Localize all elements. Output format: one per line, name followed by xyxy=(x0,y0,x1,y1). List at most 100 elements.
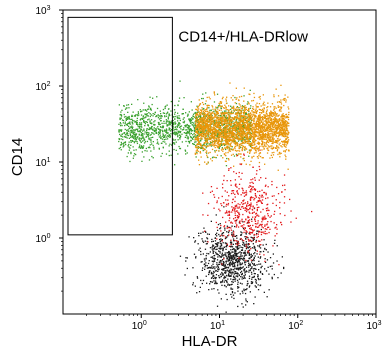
data-point xyxy=(224,252,226,254)
data-point xyxy=(195,138,197,140)
data-point xyxy=(212,131,214,133)
data-point xyxy=(230,127,232,129)
data-point xyxy=(231,139,233,141)
data-point xyxy=(206,141,208,143)
data-point xyxy=(250,123,252,125)
data-point xyxy=(225,120,227,122)
data-point xyxy=(230,118,233,121)
data-point xyxy=(228,144,230,146)
data-point xyxy=(136,121,138,124)
data-point xyxy=(223,107,226,109)
data-point xyxy=(167,111,169,113)
data-point xyxy=(172,125,174,128)
data-point xyxy=(244,116,246,118)
data-point xyxy=(205,135,208,138)
data-point xyxy=(226,260,228,262)
data-point xyxy=(231,245,233,247)
data-point xyxy=(127,116,129,118)
data-point xyxy=(217,269,220,271)
data-point xyxy=(267,266,269,268)
data-point xyxy=(240,110,242,112)
data-point xyxy=(151,143,153,145)
data-point xyxy=(212,117,214,119)
data-point xyxy=(169,128,171,130)
data-point xyxy=(210,117,212,119)
data-point xyxy=(225,260,227,262)
data-point xyxy=(239,118,242,120)
data-point xyxy=(240,95,243,98)
data-point xyxy=(258,148,260,150)
data-point xyxy=(240,124,242,127)
data-point xyxy=(219,260,222,262)
data-point xyxy=(253,128,255,131)
data-point xyxy=(216,124,219,126)
data-point xyxy=(155,132,157,134)
data-point xyxy=(287,149,290,151)
data-point xyxy=(224,129,226,131)
data-point xyxy=(134,131,136,133)
data-point xyxy=(269,128,272,131)
data-point xyxy=(232,230,234,232)
data-point xyxy=(236,273,239,275)
data-point xyxy=(141,160,143,162)
data-point xyxy=(143,142,146,144)
data-point xyxy=(152,136,154,138)
data-point xyxy=(241,278,243,280)
data-point xyxy=(219,238,221,241)
data-point xyxy=(170,120,173,122)
data-point xyxy=(200,121,202,124)
data-point xyxy=(171,129,173,131)
data-point xyxy=(238,286,240,288)
data-point xyxy=(234,271,236,273)
data-point xyxy=(265,129,268,132)
data-point xyxy=(255,127,258,130)
data-point xyxy=(239,117,241,119)
data-point xyxy=(140,147,142,149)
data-point xyxy=(251,117,253,119)
data-point xyxy=(143,129,145,131)
data-point xyxy=(274,239,276,241)
data-point xyxy=(226,127,228,129)
data-point xyxy=(260,135,262,137)
data-point xyxy=(239,268,241,270)
data-point xyxy=(205,122,207,124)
data-point xyxy=(205,257,207,259)
data-point xyxy=(240,133,243,135)
data-point xyxy=(211,160,213,162)
data-point xyxy=(211,288,213,290)
data-point xyxy=(218,242,220,244)
data-point xyxy=(243,133,245,135)
data-point xyxy=(131,114,133,116)
data-point xyxy=(239,114,241,116)
data-point xyxy=(258,132,260,135)
data-point xyxy=(254,114,256,116)
data-point xyxy=(191,137,193,140)
data-point xyxy=(240,120,242,122)
data-point xyxy=(127,104,130,106)
data-point xyxy=(150,139,152,141)
data-point xyxy=(212,273,214,275)
data-point xyxy=(249,116,251,118)
data-point xyxy=(252,124,254,126)
data-point xyxy=(207,113,209,115)
data-point xyxy=(203,263,206,265)
data-point xyxy=(196,128,199,130)
data-point xyxy=(209,141,211,143)
data-point xyxy=(211,116,213,118)
data-point xyxy=(215,214,217,216)
data-point xyxy=(219,119,221,121)
data-point xyxy=(281,129,283,131)
data-point xyxy=(231,119,233,121)
data-point xyxy=(260,251,262,253)
data-point xyxy=(203,134,205,136)
data-point xyxy=(238,150,241,152)
data-point xyxy=(250,149,252,151)
data-point xyxy=(262,110,265,112)
data-point xyxy=(220,248,222,250)
data-point xyxy=(200,146,202,149)
data-point xyxy=(269,106,272,108)
data-point xyxy=(159,123,161,126)
data-point xyxy=(282,134,284,136)
data-point xyxy=(197,138,199,140)
data-point xyxy=(221,120,224,122)
